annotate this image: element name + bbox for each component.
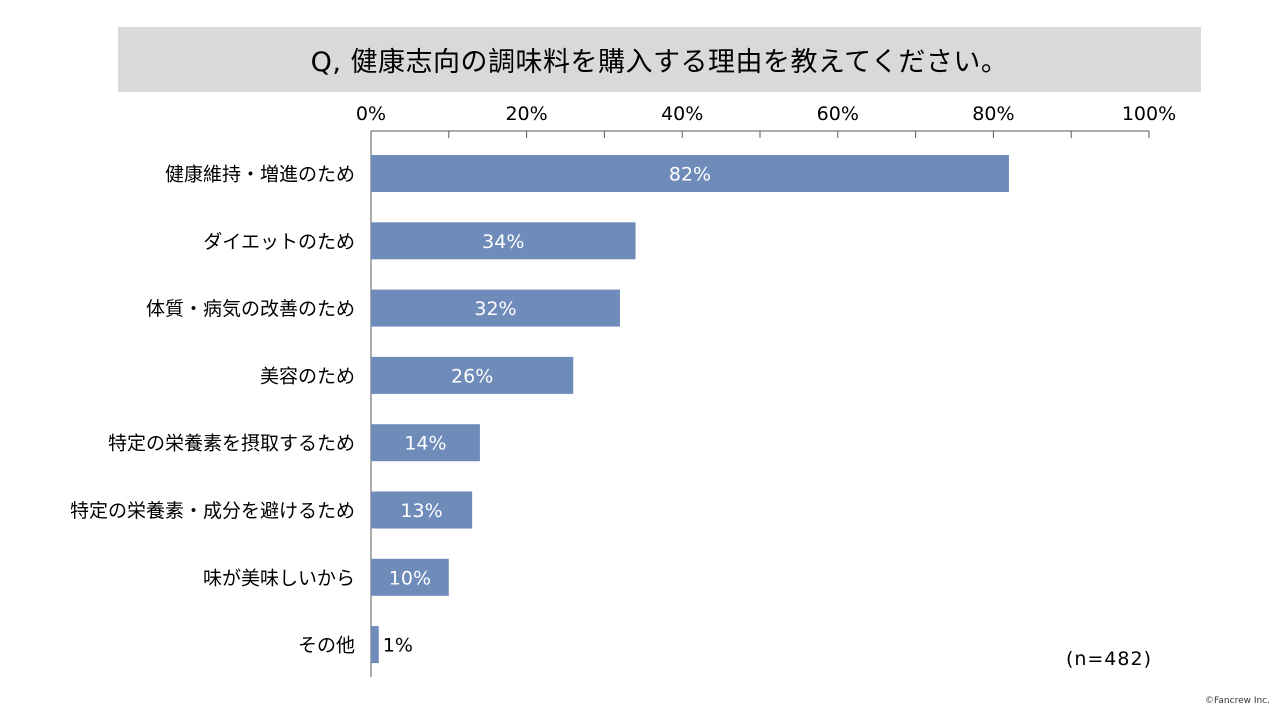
category-label: 特定の栄養素・成分を避けるため	[70, 500, 355, 522]
category-label: ダイエットのため	[203, 231, 355, 253]
category-label: 特定の栄養素を摂取するため	[108, 433, 355, 455]
bar	[371, 424, 480, 462]
category-label: 健康維持・増進のため	[165, 164, 355, 186]
data-label: 34%	[482, 231, 524, 253]
bar	[371, 491, 473, 529]
bar	[371, 289, 620, 327]
bar	[371, 626, 379, 664]
bar	[371, 155, 1009, 192]
category-label: 味が美味しいから	[203, 567, 355, 589]
x-tick-label: 40%	[661, 103, 703, 125]
category-label: その他	[298, 635, 355, 657]
bar	[371, 356, 574, 394]
category-label: 美容のため	[260, 365, 355, 387]
category-label: 体質・病気の改善のため	[146, 298, 355, 320]
sample-size-label: (n=482)	[1065, 648, 1152, 670]
data-label: 14%	[404, 433, 446, 455]
x-tick-label: 60%	[817, 103, 859, 125]
x-tick-label: 20%	[505, 103, 547, 125]
data-label: 32%	[474, 298, 516, 320]
data-label: 13%	[400, 500, 442, 522]
data-label: 1%	[383, 635, 413, 657]
question-title-bar: Q, 健康志向の調味料を購入する理由を教えてください。	[118, 27, 1201, 92]
x-tick-label: 80%	[972, 103, 1014, 125]
x-tick-label: 100%	[1122, 103, 1176, 125]
data-label: 82%	[669, 164, 711, 186]
copyright-notice: ©Fancrew Inc.	[1205, 696, 1270, 706]
data-label: 26%	[451, 365, 493, 387]
bar	[371, 558, 449, 596]
question-title: Q, 健康志向の調味料を購入する理由を教えてください。	[310, 47, 1009, 78]
x-tick-label: 0%	[356, 103, 386, 125]
data-label: 10%	[389, 567, 431, 589]
bar	[371, 222, 636, 260]
